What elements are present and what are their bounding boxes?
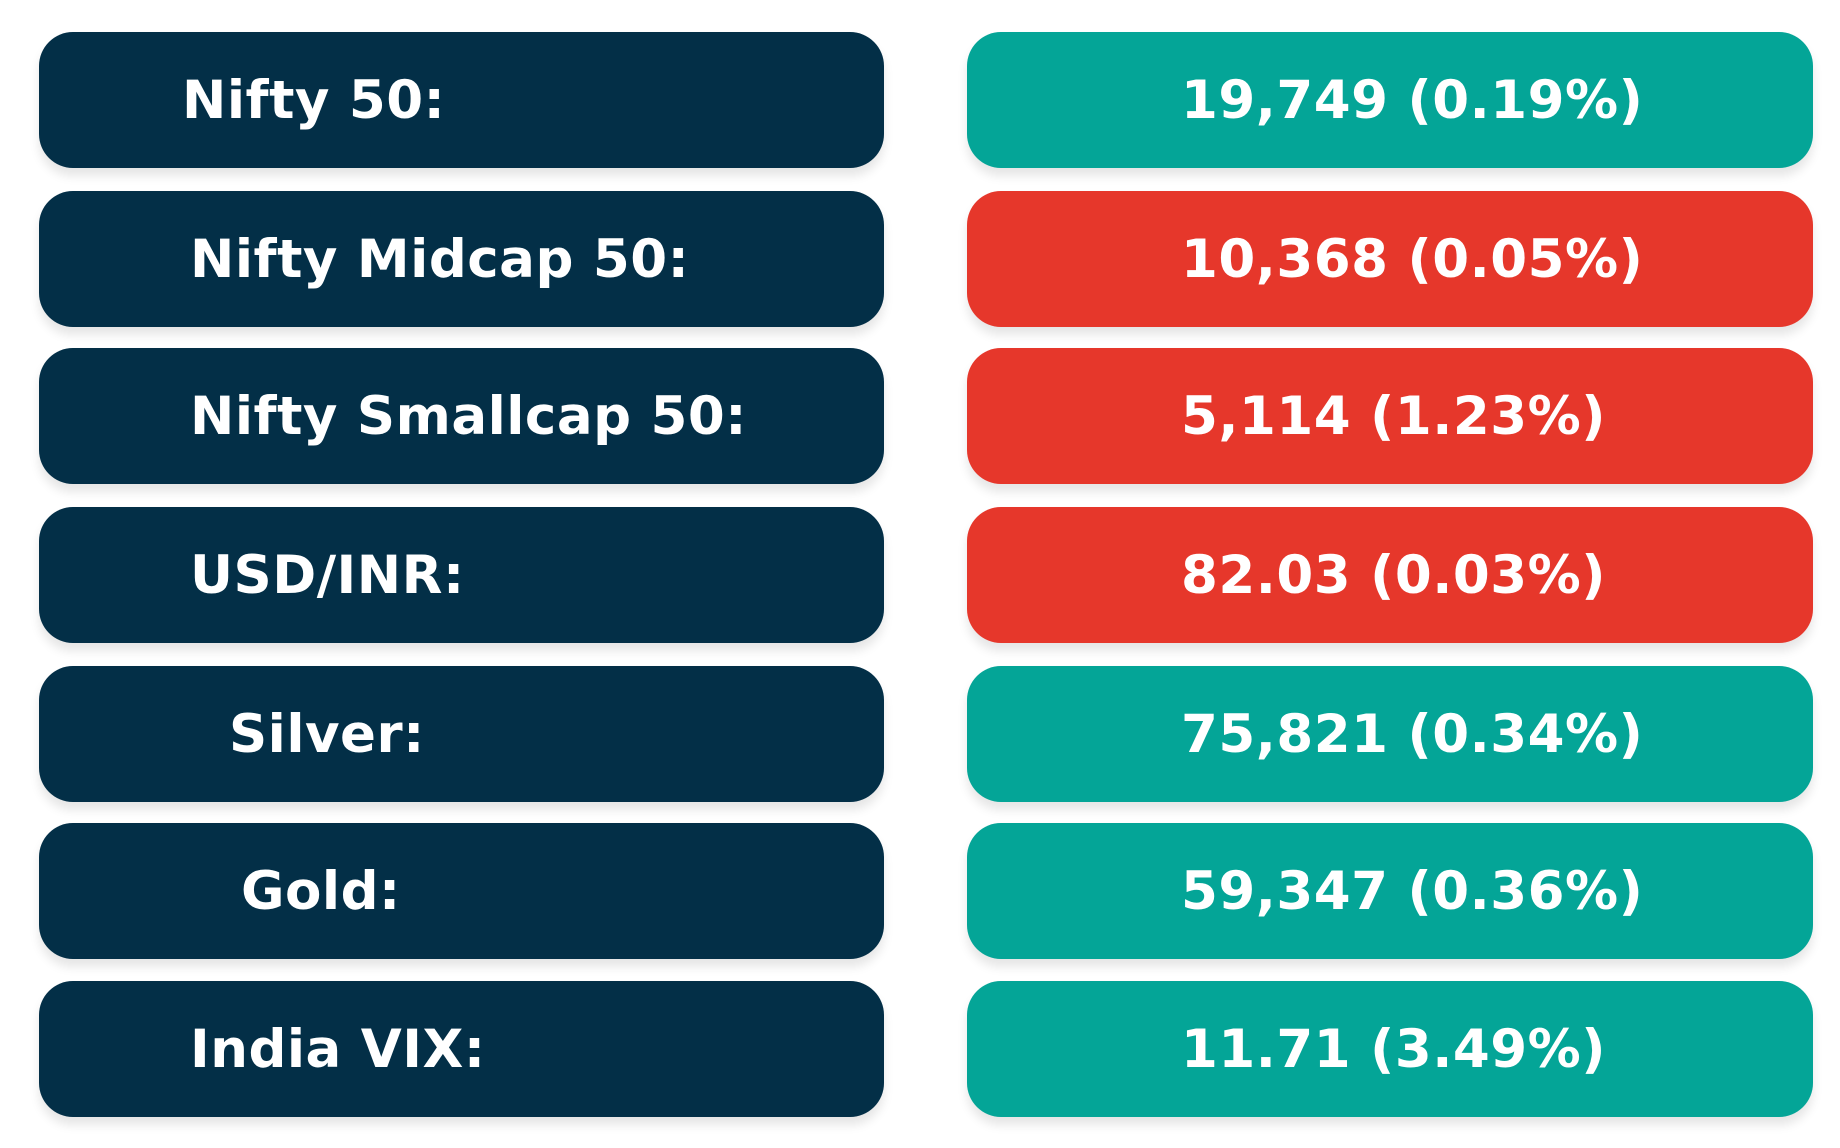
index-label-pill: Gold: (39, 823, 884, 959)
index-label: Gold: (241, 860, 401, 922)
index-value: 5,114 (1.23%) (1181, 385, 1606, 447)
index-value: 82.03 (0.03%) (1181, 544, 1606, 606)
index-value-pill-up: 19,749 (0.19%) (967, 32, 1813, 168)
index-value-pill-down: 82.03 (0.03%) (967, 507, 1813, 643)
row-silver: Silver: 75,821 (0.34%) (0, 666, 1840, 802)
index-label-pill: Nifty Midcap 50: (39, 191, 884, 327)
index-label-pill: Nifty Smallcap 50: (39, 348, 884, 484)
index-label: Silver: (229, 703, 425, 765)
row-nifty-smallcap-50: Nifty Smallcap 50: 5,114 (1.23%) (0, 348, 1840, 484)
index-label: USD/INR: (190, 544, 465, 606)
index-label-pill: Nifty 50: (39, 32, 884, 168)
index-label: Nifty Midcap 50: (190, 228, 690, 290)
index-label-pill: India VIX: (39, 981, 884, 1117)
index-value: 19,749 (0.19%) (1181, 69, 1644, 131)
index-value: 10,368 (0.05%) (1181, 228, 1644, 290)
row-gold: Gold: 59,347 (0.36%) (0, 823, 1840, 959)
index-value: 75,821 (0.34%) (1181, 703, 1644, 765)
index-value: 59,347 (0.36%) (1181, 860, 1644, 922)
index-label-pill: USD/INR: (39, 507, 884, 643)
row-usd-inr: USD/INR: 82.03 (0.03%) (0, 507, 1840, 643)
row-india-vix: India VIX: 11.71 (3.49%) (0, 981, 1840, 1117)
index-value-pill-down: 5,114 (1.23%) (967, 348, 1813, 484)
row-nifty-midcap-50: Nifty Midcap 50: 10,368 (0.05%) (0, 191, 1840, 327)
index-label: India VIX: (190, 1018, 486, 1080)
index-label: Nifty Smallcap 50: (190, 385, 747, 447)
index-value: 11.71 (3.49%) (1181, 1018, 1606, 1080)
index-value-pill-down: 10,368 (0.05%) (967, 191, 1813, 327)
index-value-pill-up: 59,347 (0.36%) (967, 823, 1813, 959)
index-value-pill-up: 75,821 (0.34%) (967, 666, 1813, 802)
index-value-pill-up: 11.71 (3.49%) (967, 981, 1813, 1117)
index-label-pill: Silver: (39, 666, 884, 802)
index-label: Nifty 50: (182, 69, 446, 131)
row-nifty-50: Nifty 50: 19,749 (0.19%) (0, 32, 1840, 168)
